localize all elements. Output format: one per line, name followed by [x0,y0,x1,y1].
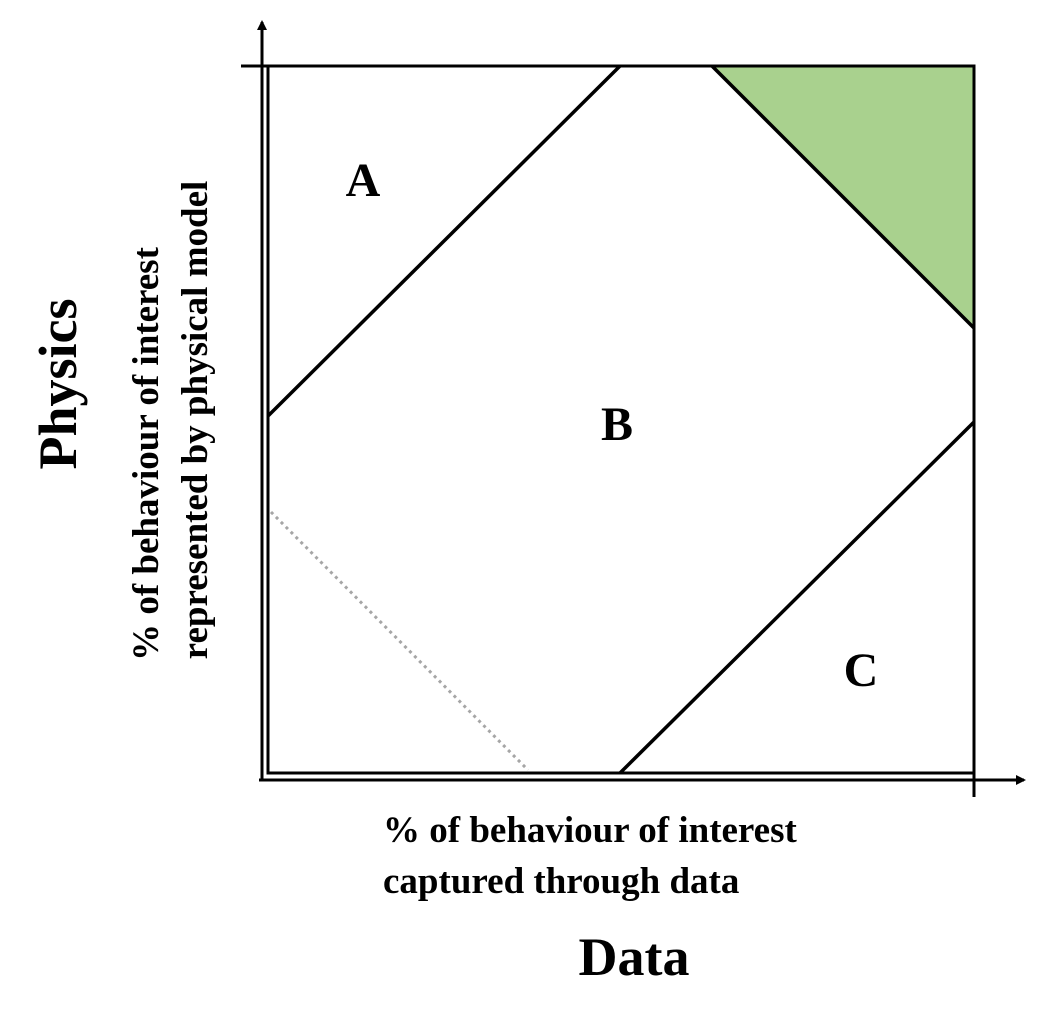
x-axis-description-line1: % of behaviour of interest [383,810,798,851]
x-axis-title: Data [579,927,690,987]
y-axis-title: Physics [28,298,88,469]
x-axis-description-line2: captured through data [383,861,739,902]
region-label-c: C [844,644,879,697]
region-label-a: A [346,154,381,207]
region-label-b: B [601,398,633,451]
boundary-a-b [266,64,622,418]
boundary-b-green [710,64,976,330]
y-axis-description-line2: represented by physical model [175,181,216,660]
boundary-b-c [618,420,976,775]
y-axis-description-line1: % of behaviour of interest [126,246,167,661]
dotted-boundary [269,510,530,772]
